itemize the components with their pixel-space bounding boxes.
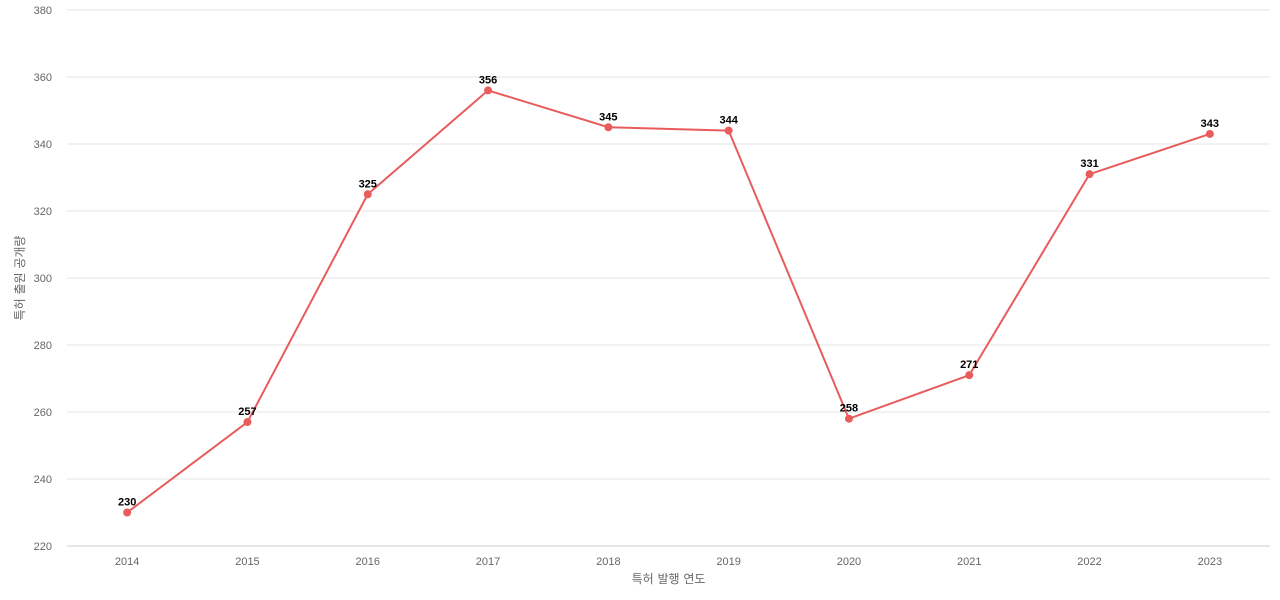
- y-tick-label: 340: [34, 139, 52, 151]
- data-point[interactable]: [965, 371, 974, 380]
- data-point[interactable]: [844, 414, 853, 423]
- x-tick-label: 2015: [235, 556, 259, 568]
- x-tick-label: 2017: [476, 556, 500, 568]
- y-tick-label: 220: [34, 541, 52, 553]
- series-path: [126, 89, 1211, 514]
- x-tick-label: 2023: [1198, 556, 1222, 568]
- x-tick-label: 2020: [837, 556, 861, 568]
- y-tick-label: 260: [34, 407, 52, 419]
- data-labels: 230 257 325 356 345 344 258 271 331 343: [118, 74, 1219, 508]
- x-tick-label: 2014: [115, 556, 139, 568]
- x-tick-label: 2016: [356, 556, 380, 568]
- x-axis: 2014 2015 2016 2017 2018 2019 2020 2021 2022 2023: [67, 545, 1270, 568]
- data-point[interactable]: [123, 508, 132, 517]
- y-tick-label: 280: [34, 340, 52, 352]
- x-tick-label: 2022: [1077, 556, 1101, 568]
- y-tick-label: 380: [34, 5, 52, 17]
- x-tick-label: 2021: [957, 556, 981, 568]
- y-axis-title: 특허 출원 공개량: [13, 236, 27, 321]
- data-label: 356: [479, 74, 497, 86]
- data-label: 271: [960, 359, 978, 371]
- y-axis: 220 240 260 280 300 320 340 360 380: [34, 5, 52, 553]
- data-point[interactable]: [1205, 129, 1214, 138]
- data-point[interactable]: [604, 123, 613, 132]
- y-tick-label: 320: [34, 206, 52, 218]
- x-tick-label: 2019: [716, 556, 740, 568]
- data-point[interactable]: [724, 126, 733, 135]
- y-tick-label: 360: [34, 72, 52, 84]
- data-label: 325: [359, 178, 377, 190]
- data-label: 344: [719, 115, 738, 127]
- x-tick-label: 2018: [596, 556, 620, 568]
- y-tick-label: 300: [34, 273, 52, 285]
- data-label: 257: [238, 406, 256, 418]
- data-point[interactable]: [243, 418, 252, 427]
- data-point[interactable]: [1085, 170, 1094, 179]
- data-label: 345: [599, 111, 617, 123]
- data-label: 230: [118, 497, 136, 509]
- y-tick-label: 240: [34, 474, 52, 486]
- series-line: [126, 89, 1211, 514]
- data-point[interactable]: [484, 86, 493, 95]
- data-points: [123, 86, 1214, 517]
- data-label: 258: [840, 403, 858, 415]
- x-axis-title: 특허 발행 연도: [632, 571, 706, 586]
- data-label: 331: [1080, 158, 1098, 170]
- grid-lines: [67, 9, 1270, 480]
- data-label: 343: [1201, 118, 1219, 130]
- data-point[interactable]: [363, 190, 372, 199]
